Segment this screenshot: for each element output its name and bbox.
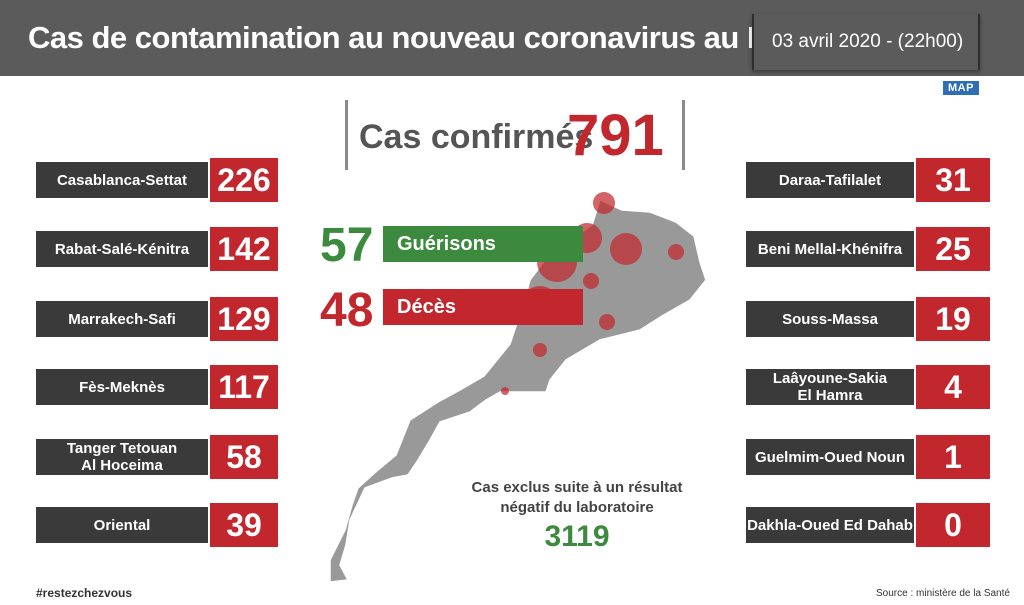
excluded-label: Cas exclus suite à un résultat négatif d… <box>471 479 683 516</box>
region-value: 19 <box>916 297 990 341</box>
date-box: 03 avril 2020 - (22h00) <box>752 14 980 70</box>
region-name: Oriental <box>36 507 208 543</box>
region-value: 117 <box>210 365 278 409</box>
map-logo: MAP <box>943 81 979 95</box>
region-value: 129 <box>210 297 278 341</box>
region-name: Laâyoune-Sakia El Hamra <box>746 369 914 405</box>
hashtag: #restezchezvous <box>36 586 133 600</box>
map-shape <box>329 198 707 583</box>
region-name: Dakhla-Oued Ed Dahab <box>746 507 914 543</box>
bubble-oriental <box>668 244 684 260</box>
region-value: 31 <box>916 158 990 202</box>
bubble-beni-mellal <box>583 273 599 289</box>
region-value: 226 <box>210 158 278 202</box>
region-row: Fès-Meknès 117 <box>36 365 278 409</box>
bubble-guelmim <box>501 387 509 395</box>
region-value: 58 <box>210 435 278 479</box>
region-row: Oriental 39 <box>36 503 278 547</box>
region-row: Laâyoune-Sakia El Hamra 4 <box>746 365 990 409</box>
confirmed-label: Cas confirmés <box>359 118 594 156</box>
bubble-fes <box>610 233 642 265</box>
region-name: Daraa-Tafilalet <box>746 162 914 198</box>
page-title: Cas de contamination au nouveau coronavi… <box>28 20 836 55</box>
region-name: Casablanca-Settat <box>36 162 208 198</box>
confirmed-value: 791 <box>567 103 664 168</box>
bracket-right <box>672 100 685 170</box>
region-row: Beni Mellal-Khénifra 25 <box>746 227 990 271</box>
region-row: Daraa-Tafilalet 31 <box>746 158 990 202</box>
region-row: Tanger Tetouan Al Hoceima 58 <box>36 435 278 479</box>
region-value: 1 <box>916 435 990 479</box>
bubble-souss <box>533 343 547 357</box>
deaths-label: Décès <box>397 296 456 318</box>
region-row: Souss-Massa 19 <box>746 297 990 341</box>
deaths-value: 48 <box>320 284 374 337</box>
region-row: Guelmim-Oued Noun 1 <box>746 435 990 479</box>
confirmed-block: Cas confirmés 791 <box>345 100 685 170</box>
header-bar: Cas de contamination au nouveau coronavi… <box>0 0 1024 76</box>
region-row: Rabat-Salé-Kénitra 142 <box>36 227 278 271</box>
region-value: 4 <box>916 365 990 409</box>
region-name: Guelmim-Oued Noun <box>746 439 914 475</box>
region-value: 25 <box>916 227 990 271</box>
recovered-label: Guérisons <box>397 233 496 255</box>
recovered-value: 57 <box>320 219 374 272</box>
region-name: Marrakech-Safi <box>36 301 208 337</box>
excluded-value: 3119 <box>544 520 610 553</box>
recovered-bar: Guérisons <box>383 226 583 262</box>
deaths-bar: Décès <box>383 289 583 325</box>
region-row: Marrakech-Safi 129 <box>36 297 278 341</box>
region-value: 39 <box>210 503 278 547</box>
bracket-left <box>345 100 358 170</box>
region-name: Tanger Tetouan Al Hoceima <box>36 439 208 475</box>
date-label: 03 avril 2020 - (22h00) <box>772 31 964 52</box>
region-name: Souss-Massa <box>746 301 914 337</box>
source-note: Source : ministère de la Santé <box>876 588 1010 599</box>
region-value: 0 <box>916 503 990 547</box>
region-name: Rabat-Salé-Kénitra <box>36 231 208 267</box>
bubble-tanger <box>593 192 615 214</box>
region-row: Dakhla-Oued Ed Dahab 0 <box>746 503 990 547</box>
region-name: Beni Mellal-Khénifra <box>746 231 914 267</box>
region-name: Fès-Meknès <box>36 369 208 405</box>
region-value: 142 <box>210 227 278 271</box>
region-row: Casablanca-Settat 226 <box>36 158 278 202</box>
bubble-daraa <box>599 314 615 330</box>
